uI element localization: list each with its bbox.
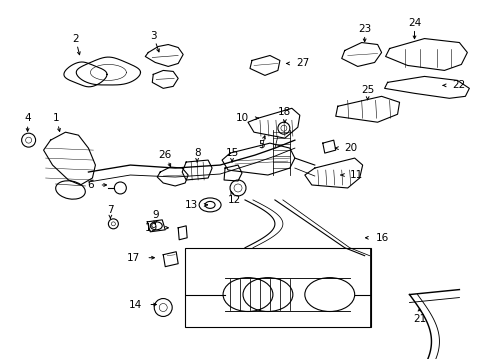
- Text: 20: 20: [344, 143, 357, 153]
- Text: 24: 24: [407, 18, 420, 28]
- Text: 21: 21: [412, 314, 425, 324]
- Text: 26: 26: [158, 150, 171, 160]
- Text: 7: 7: [107, 205, 114, 215]
- Text: 1: 1: [53, 113, 60, 123]
- Text: 14: 14: [129, 300, 142, 310]
- Text: 5: 5: [258, 140, 264, 150]
- Text: 23: 23: [357, 24, 370, 33]
- Text: 15: 15: [225, 148, 238, 158]
- Text: 13: 13: [184, 200, 198, 210]
- Text: 8: 8: [193, 148, 200, 158]
- Text: 2: 2: [72, 33, 79, 44]
- Text: 10: 10: [235, 113, 248, 123]
- Text: 27: 27: [295, 58, 308, 68]
- Text: 16: 16: [375, 233, 388, 243]
- Text: 22: 22: [451, 80, 465, 90]
- Text: 11: 11: [349, 170, 362, 180]
- Text: 25: 25: [360, 85, 373, 95]
- Text: 4: 4: [24, 113, 31, 123]
- Text: 6: 6: [87, 180, 93, 190]
- Text: 9: 9: [152, 210, 158, 220]
- Text: 17: 17: [127, 253, 140, 263]
- Bar: [185, 248, 370, 328]
- Text: 19: 19: [145, 223, 158, 233]
- Text: 12: 12: [227, 195, 240, 205]
- Text: 3: 3: [150, 31, 156, 41]
- Text: 18: 18: [278, 107, 291, 117]
